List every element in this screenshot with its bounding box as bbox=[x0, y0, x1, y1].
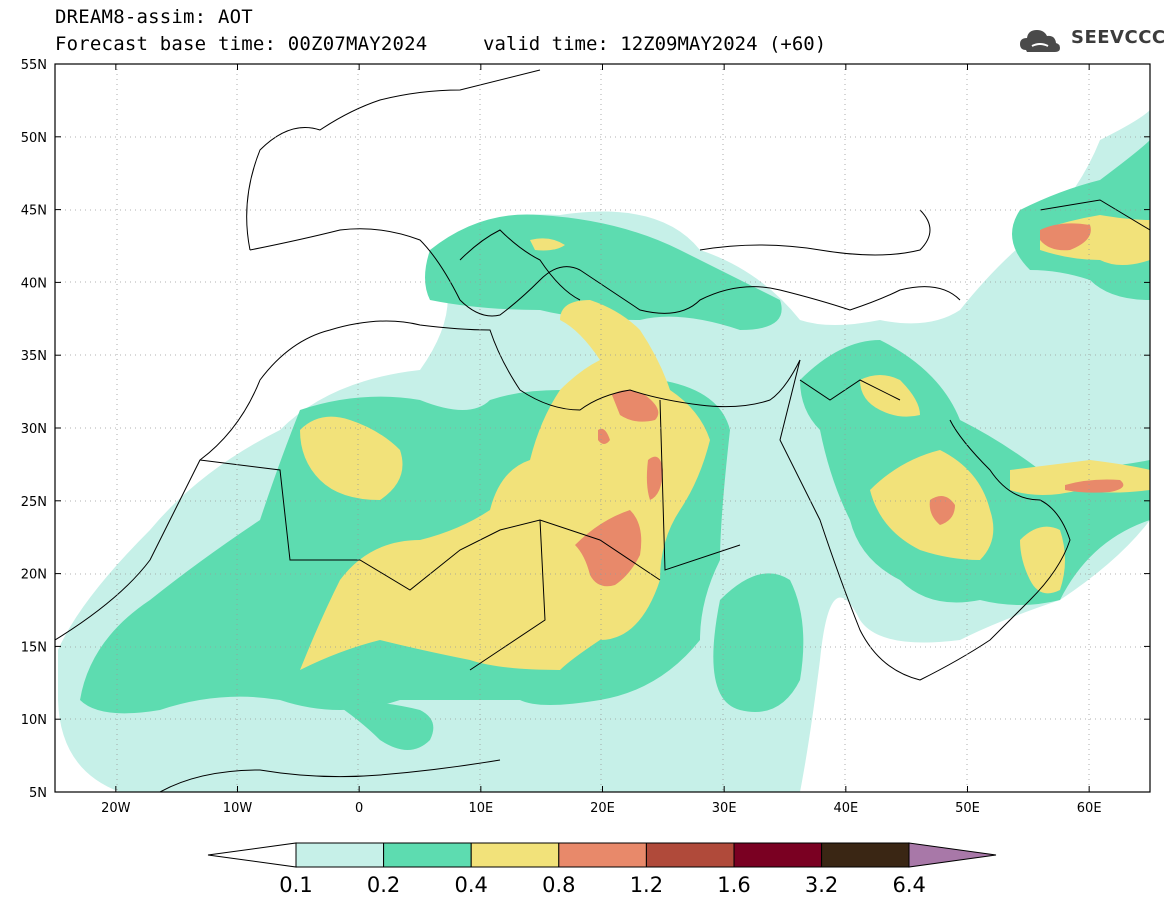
colorbar-box bbox=[383, 842, 472, 868]
colorbar-max-arrow bbox=[908, 842, 997, 868]
longitude-labels: 20W 10W 0 10E 20E 30E 40E 50E 60E bbox=[101, 801, 1101, 816]
latitude-labels: 55N 50N 45N 40N 35N 30N 25N 20N 15N 10N 5N bbox=[21, 58, 47, 801]
colorbar-box bbox=[821, 842, 910, 868]
lon-label: 60E bbox=[1077, 801, 1102, 816]
lon-label: 30E bbox=[712, 801, 737, 816]
map-title: DREAM8-assim: AOT bbox=[55, 6, 253, 28]
lat-label: 50N bbox=[21, 131, 47, 146]
lat-label: 25N bbox=[21, 495, 47, 510]
lat-label: 10N bbox=[21, 713, 47, 728]
colorbar-label: 0.4 bbox=[454, 873, 487, 897]
colorbar-box bbox=[733, 842, 823, 868]
lat-label: 15N bbox=[21, 640, 47, 655]
colorbar-box bbox=[295, 842, 385, 868]
lat-label: 5N bbox=[29, 786, 47, 801]
lon-label: 10E bbox=[468, 801, 493, 816]
lon-label: 10W bbox=[223, 801, 253, 816]
colorbar-label: 1.2 bbox=[630, 873, 663, 897]
valid-time: valid time: 12Z09MAY2024 (+60) bbox=[483, 33, 827, 55]
colorbar: 0.1 0.2 0.4 0.8 1.2 1.6 3.2 6.4 bbox=[207, 842, 997, 897]
aot-level-0-8 bbox=[575, 223, 1124, 587]
lon-label: 50E bbox=[955, 801, 980, 816]
lon-label: 0 bbox=[355, 801, 363, 816]
lat-label: 40N bbox=[21, 276, 47, 291]
colorbar-label: 0.2 bbox=[367, 873, 400, 897]
colorbar-box bbox=[645, 842, 735, 868]
forecast-base-time: Forecast base time: 00Z07MAY2024 bbox=[55, 33, 428, 55]
lat-label: 55N bbox=[21, 58, 47, 73]
lat-label: 45N bbox=[21, 204, 47, 219]
cloud-icon bbox=[1020, 30, 1060, 52]
logo-text: SEEVCCC bbox=[1071, 27, 1165, 48]
lat-label: 20N bbox=[21, 568, 47, 583]
lon-label: 20W bbox=[101, 801, 131, 816]
colorbar-label: 1.6 bbox=[717, 873, 750, 897]
lon-label: 20E bbox=[590, 801, 615, 816]
colorbar-label: 6.4 bbox=[892, 873, 925, 897]
colorbar-min-arrow bbox=[207, 842, 297, 868]
coastlines bbox=[55, 69, 1150, 792]
lat-label: 30N bbox=[21, 422, 47, 437]
colorbar-label: 3.2 bbox=[805, 873, 838, 897]
colorbar-label: 0.1 bbox=[279, 873, 312, 897]
lon-label: 40E bbox=[833, 801, 858, 816]
lat-label: 35N bbox=[21, 349, 47, 364]
colorbar-box bbox=[470, 842, 560, 868]
colorbar-label: 0.8 bbox=[542, 873, 575, 897]
colorbar-box bbox=[558, 842, 647, 868]
